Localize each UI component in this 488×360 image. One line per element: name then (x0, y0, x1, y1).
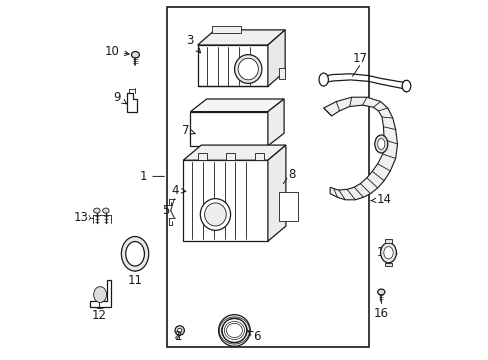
Ellipse shape (131, 51, 139, 58)
Bar (212, 26, 241, 33)
Polygon shape (267, 99, 284, 146)
Ellipse shape (102, 208, 109, 213)
Text: 7: 7 (182, 124, 195, 137)
Ellipse shape (374, 135, 387, 153)
Ellipse shape (383, 247, 392, 259)
Text: 15: 15 (376, 246, 397, 259)
Bar (255, 153, 264, 160)
Text: 1: 1 (140, 170, 164, 183)
Ellipse shape (234, 55, 262, 84)
Ellipse shape (200, 199, 230, 230)
Polygon shape (267, 30, 285, 86)
Bar (384, 263, 391, 266)
Ellipse shape (204, 203, 226, 226)
Ellipse shape (175, 326, 184, 335)
Ellipse shape (222, 318, 246, 343)
Text: 5: 5 (162, 204, 169, 217)
Polygon shape (89, 280, 110, 307)
Ellipse shape (177, 328, 182, 333)
Text: 2: 2 (174, 330, 182, 343)
Text: 11: 11 (127, 274, 142, 287)
Bar (278, 192, 298, 221)
Ellipse shape (318, 73, 328, 86)
Text: 10: 10 (104, 45, 129, 58)
Polygon shape (197, 45, 267, 86)
Polygon shape (183, 160, 267, 241)
Text: 17: 17 (351, 52, 366, 65)
Ellipse shape (94, 208, 100, 213)
Bar (226, 153, 235, 160)
Polygon shape (197, 30, 285, 45)
Ellipse shape (121, 237, 148, 271)
Polygon shape (190, 99, 284, 112)
Polygon shape (183, 145, 285, 160)
Bar (384, 239, 391, 243)
Ellipse shape (94, 287, 106, 302)
Text: 4: 4 (171, 184, 185, 197)
Ellipse shape (238, 58, 258, 80)
Text: 14: 14 (370, 193, 390, 206)
Ellipse shape (401, 80, 410, 92)
Ellipse shape (218, 315, 250, 346)
Ellipse shape (377, 289, 384, 295)
Text: 6: 6 (247, 330, 260, 343)
Polygon shape (323, 97, 397, 200)
Text: 8: 8 (288, 168, 295, 181)
Bar (197, 153, 206, 160)
Bar (278, 68, 285, 79)
Text: 9: 9 (113, 91, 126, 104)
Ellipse shape (380, 243, 396, 263)
Text: 3: 3 (185, 34, 200, 53)
Ellipse shape (125, 242, 144, 266)
Text: 12: 12 (91, 309, 106, 321)
Ellipse shape (377, 139, 384, 149)
Text: 13: 13 (74, 211, 89, 224)
Polygon shape (190, 112, 267, 146)
Bar (167, 7, 368, 347)
Polygon shape (127, 93, 136, 112)
Text: 16: 16 (373, 307, 388, 320)
Polygon shape (267, 145, 285, 241)
